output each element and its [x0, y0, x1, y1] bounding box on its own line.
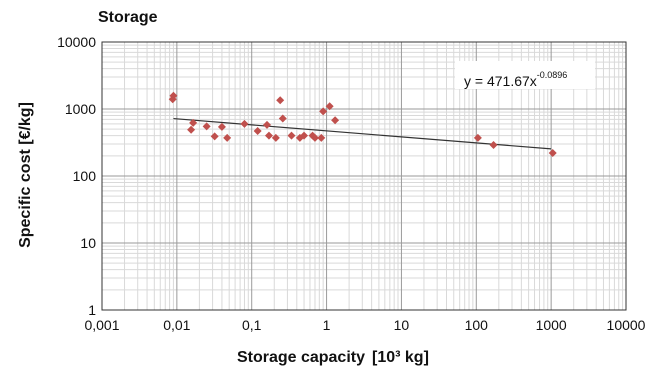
data-point — [253, 126, 262, 135]
data-point — [278, 114, 287, 123]
data-point — [489, 141, 498, 150]
y-axis-ticks: 1 10 100 1000 10000 — [57, 34, 96, 318]
trendline-equation-box — [455, 61, 595, 89]
data-point — [202, 122, 211, 131]
data-point — [264, 131, 273, 140]
x-tick-label: 1 — [323, 317, 331, 333]
data-point — [187, 125, 196, 134]
x-axis-ticks: 0,001 0,01 0,1 1 10 100 1000 10000 — [84, 317, 645, 333]
data-point — [325, 102, 334, 111]
x-tick-label: 0,1 — [242, 317, 262, 333]
data-point — [331, 116, 340, 125]
x-tick-label: 0,01 — [163, 317, 190, 333]
data-point — [169, 91, 178, 100]
data-point — [223, 133, 232, 142]
data-point — [262, 120, 271, 129]
x-tick-label: 1000 — [536, 317, 567, 333]
y-tick-label: 10000 — [57, 34, 96, 50]
chart-title: Storage — [98, 9, 158, 26]
data-point — [240, 119, 249, 128]
y-tick-label: 1000 — [65, 101, 96, 117]
data-points — [168, 91, 557, 158]
trendline-equation: y = 471.67x-0.0896 — [464, 70, 567, 89]
y-axis-label: Specific cost [€/kg] — [17, 102, 34, 248]
y-tick-label: 1 — [88, 302, 96, 318]
data-point — [310, 133, 319, 142]
data-point — [317, 133, 326, 142]
data-point — [319, 107, 328, 116]
x-axis-label: Storage capacity — [237, 349, 365, 366]
x-tick-label: 100 — [465, 317, 489, 333]
data-point — [473, 133, 482, 142]
data-point — [548, 149, 557, 158]
data-point — [210, 132, 219, 141]
y-tick-label: 10 — [80, 235, 96, 251]
x-tick-label: 10000 — [607, 317, 646, 333]
x-axis-unit: [10³ kg] — [372, 349, 429, 366]
trendline-equation-base: y = 471.67x — [464, 73, 537, 89]
plot-area-frame — [101, 41, 627, 311]
data-point — [287, 131, 296, 140]
trendline — [173, 117, 552, 150]
data-point — [189, 118, 198, 127]
y-tick-label: 100 — [73, 168, 97, 184]
data-point — [271, 133, 280, 142]
data-point — [300, 131, 309, 140]
x-tick-label: 0,001 — [84, 317, 119, 333]
data-point — [276, 96, 285, 105]
x-tick-label: 10 — [394, 317, 410, 333]
trendline-equation-exponent: -0.0896 — [537, 70, 568, 80]
data-point — [217, 122, 226, 131]
